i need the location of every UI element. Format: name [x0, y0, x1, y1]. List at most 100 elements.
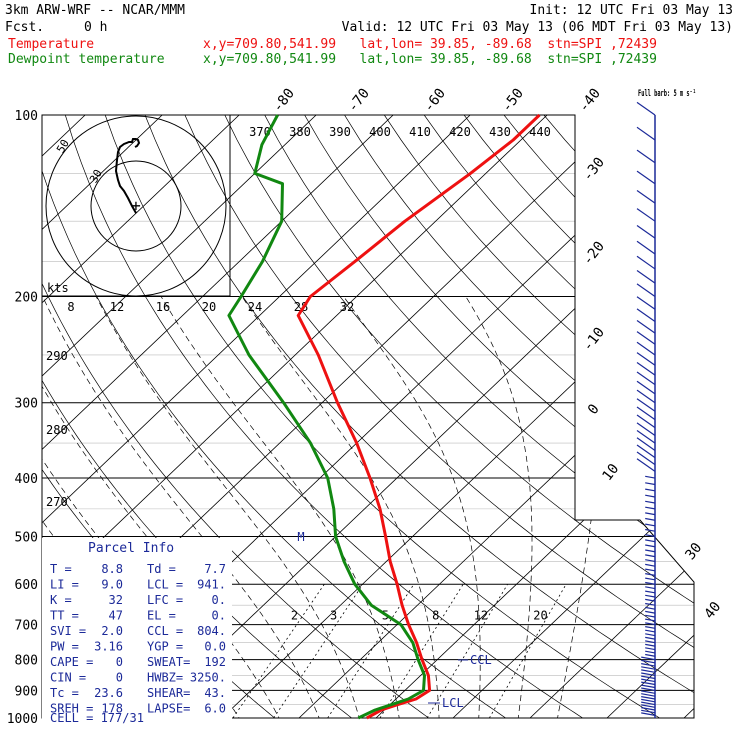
- hodograph-unit-label: kts: [47, 281, 69, 295]
- wind-barb: [636, 341, 656, 356]
- dry-adiabat: [42, 115, 447, 718]
- parcel-info-background: [42, 538, 232, 738]
- wind-barb: [641, 693, 656, 697]
- theta-label: 410: [409, 125, 431, 139]
- isotherm: [298, 115, 694, 718]
- dewpoint-location: x,y=709.80,541.99 lat,lon= 39.85, -89.68…: [203, 52, 657, 67]
- wind-barb: [645, 610, 656, 614]
- dry-adiabat: [264, 115, 694, 718]
- mixing-ratio-label: 20: [533, 609, 547, 623]
- isotherm-label: -40: [576, 86, 604, 116]
- parcel-key-right: HWBZ=: [147, 671, 183, 685]
- wind-barb: [645, 650, 656, 654]
- ccl-marker: CCL: [458, 653, 492, 667]
- hodograph-ring-label-outer: 50: [54, 137, 72, 155]
- isotherm: [221, 115, 694, 718]
- wind-barb: [636, 437, 656, 451]
- isotherm: [42, 115, 317, 718]
- wind-barb: [645, 636, 656, 640]
- parcel-value-right: 192: [204, 655, 226, 669]
- wind-barb: [636, 190, 656, 204]
- parcel-value-left: 178: [101, 702, 123, 716]
- wind-barb: [641, 675, 656, 680]
- moist-adiabat: [343, 296, 481, 718]
- isotherm: [0, 115, 8, 718]
- wind-barb: [645, 494, 656, 498]
- isotherm-label: 10: [599, 461, 622, 484]
- wind-barb: [645, 500, 656, 504]
- mixing-ratio-label: 12: [474, 609, 488, 623]
- parcel-key-right: LAPSE=: [147, 702, 190, 716]
- wind-barb: [645, 622, 656, 626]
- wind-barb: [645, 544, 656, 548]
- wind-barb: [636, 308, 656, 322]
- wind-barb: [641, 709, 656, 714]
- hodograph-ring-outer: [45, 115, 227, 297]
- theta-label: 430: [489, 125, 511, 139]
- mixing-ratio-lines: [232, 583, 567, 718]
- wind-barb: [645, 482, 656, 486]
- parcel-value-right: 0.0: [204, 640, 226, 654]
- dewpoint-legend: Dewpoint temperature: [8, 52, 165, 67]
- wind-barb: [645, 594, 656, 598]
- theta-label: 270: [46, 495, 68, 509]
- pressure-label: 900: [15, 684, 38, 699]
- isotherm: [42, 115, 394, 718]
- parcel-key-left: PW =: [50, 640, 79, 654]
- wind-barb: [641, 669, 656, 673]
- temperature-location: x,y=709.80,541.99 lat,lon= 39.85, -89.68…: [203, 37, 657, 52]
- wind-barb: [645, 539, 656, 543]
- wind-barb: [645, 517, 656, 521]
- dry-adiabat: [224, 115, 694, 718]
- temperature-legend: Temperature: [8, 37, 94, 52]
- wind-barb: [636, 451, 656, 466]
- wind-barb: [645, 640, 656, 644]
- wind-barb: [636, 414, 656, 429]
- theta-label: 290: [46, 349, 68, 363]
- sounding-series: [227, 113, 541, 720]
- parcel-key-left: SREH =: [50, 702, 93, 716]
- wind-barb: [636, 240, 656, 255]
- parcel-info-title: Parcel Info: [88, 541, 174, 556]
- wind-barb: [641, 701, 656, 706]
- wind-barb: [636, 352, 656, 366]
- mixing-ratio-label: 8: [432, 609, 439, 623]
- parcel-key-right: LFC =: [147, 593, 183, 607]
- dry-adiabat: [42, 115, 525, 718]
- wind-barb: [636, 126, 656, 141]
- theta-label: 280: [46, 423, 68, 437]
- isotherm: [42, 115, 163, 718]
- moist-adiabat: [465, 296, 533, 718]
- dry-adiabat: [144, 115, 694, 718]
- wind-barb: [641, 696, 656, 700]
- parcel-marker: M: [297, 530, 304, 544]
- wind-barb: [641, 681, 656, 686]
- isotherm-label: -60: [421, 86, 449, 116]
- parcel-key-left: T =: [50, 562, 72, 576]
- wind-barb: [645, 475, 656, 479]
- wind-barb: [645, 534, 656, 538]
- hodograph: + 50 30 kts: [42, 115, 231, 297]
- parcel-key-right: Td =: [147, 562, 176, 576]
- dry-adiabat: [384, 115, 694, 718]
- dry-adiabat: [184, 115, 694, 718]
- parcel-key-left: SVI =: [50, 624, 86, 638]
- wind-barb: [645, 598, 656, 602]
- pressure-label: 100: [15, 109, 38, 124]
- hodograph-ring-inner: [90, 160, 182, 252]
- theta-label: 440: [529, 125, 551, 139]
- hodograph-speed-label: 32: [340, 300, 354, 314]
- parcel-value-left: 0: [116, 671, 123, 685]
- wind-barb: [645, 618, 656, 622]
- dewpoint-temperature-line: [227, 114, 426, 720]
- dry-adiabat: [503, 115, 694, 718]
- parcel-key-left: Tc =: [50, 686, 79, 700]
- wind-barb: [636, 362, 656, 376]
- dry-adiabat: [663, 115, 694, 718]
- mixing-ratio-line: [379, 584, 464, 718]
- parcel-value-right: 7.7: [204, 562, 226, 576]
- hodograph-speed-label: 16: [156, 300, 170, 314]
- wind-barb: [645, 563, 656, 567]
- wind-barb: [636, 371, 656, 386]
